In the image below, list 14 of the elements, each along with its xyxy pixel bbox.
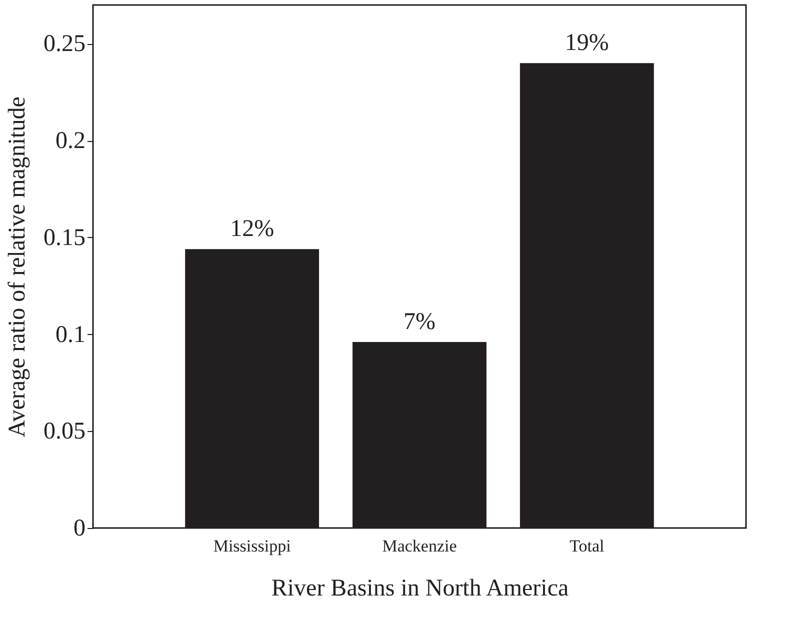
annotation: 7% [404, 309, 436, 336]
y-axis-title: Average ratio of relative magnitude [4, 96, 30, 438]
y-tick-label: 0.25 [44, 31, 86, 58]
annotation: 19% [564, 30, 609, 56]
x-axis-title: River Basins in North America [271, 576, 569, 602]
x-tick-label: Mackenzie [382, 536, 457, 556]
y-tick-label: 0.15 [44, 224, 86, 251]
annotation: 12% [230, 216, 274, 242]
y-tick-label: 0.05 [44, 418, 86, 445]
x-tick-label: Total [570, 536, 605, 556]
y-tick-label: 0.2 [56, 128, 86, 154]
y-tick-label: 0 [74, 516, 86, 542]
y-tick-label: 0.1 [56, 322, 86, 348]
x-tick-label: Mississippi [213, 536, 292, 556]
